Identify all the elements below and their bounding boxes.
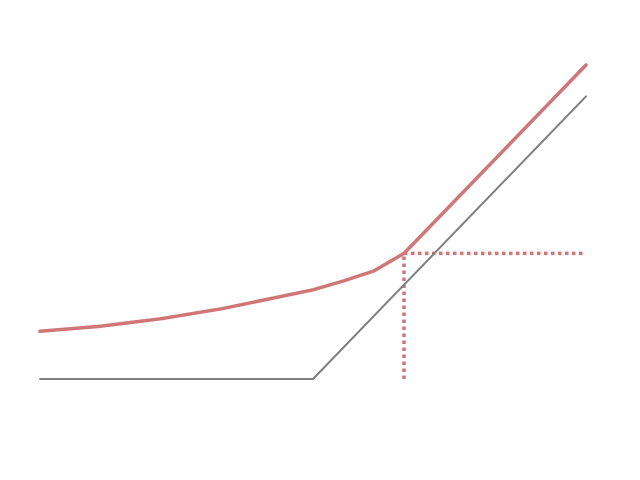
reference-lines [402,251,586,379]
series-lines [38,63,588,380]
series-line-1 [39,95,587,380]
series-line-2 [38,63,588,334]
